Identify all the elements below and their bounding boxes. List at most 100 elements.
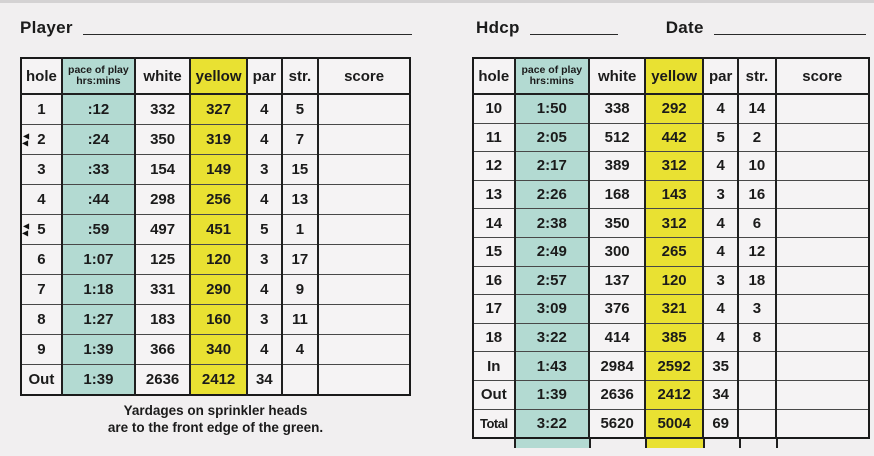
pace-cell: 2:49 (513, 236, 590, 267)
hole-row: ◀ ◀ 5:59 497 451 5 1 (21, 214, 410, 245)
str-value: 3 (752, 300, 762, 318)
date-label: Date (665, 18, 704, 37)
yellow-value: 321 (661, 300, 687, 318)
str-cell: 4 (280, 334, 319, 365)
score-cell (774, 322, 869, 352)
yellow-cell: 321 (644, 294, 704, 324)
str-value: 6 (752, 214, 762, 232)
yellow-value: 2412 (657, 386, 691, 404)
yellow-cell: 5004 (644, 408, 704, 439)
hole-cell: 3 (21, 154, 62, 185)
str-cell: 2 (737, 122, 776, 152)
player-writein-line (82, 33, 412, 35)
col-header-score: score (317, 58, 410, 95)
par-cell: 4 (702, 236, 739, 267)
summary-row: Total 3:22 5620 5004 69 (473, 408, 869, 439)
hole-cell: 16 (473, 265, 515, 295)
back-nine-table: hole pace of play hrs:mins white yellow … (472, 57, 870, 440)
date-writein-line (713, 33, 866, 35)
pace-cell: :59 (60, 214, 135, 245)
hole-cell: 14 (473, 208, 515, 238)
pace-cell: :24 (60, 124, 135, 155)
yellow-cell: 385 (644, 322, 704, 352)
str-cell: 14 (737, 93, 776, 124)
col-header-str: str. (280, 58, 319, 95)
white-value: 154 (150, 161, 176, 178)
yellow-value: 312 (661, 157, 687, 175)
hdcp-date-title-row: Hdcp Date (476, 18, 866, 38)
score-cell (317, 93, 410, 125)
hole-value: 17 (485, 300, 503, 318)
par-value: 3 (260, 251, 269, 268)
par-value: 5 (260, 221, 269, 238)
white-cell: 376 (588, 294, 646, 324)
back-nine-panel: hole pace of play hrs:mins white yellow … (472, 57, 870, 449)
yellow-value: 2412 (201, 371, 236, 388)
hole-row: 12 2:17 389 312 4 10 (473, 151, 869, 181)
white-cell: 125 (133, 244, 191, 275)
str-value: 17 (291, 251, 309, 268)
yellow-cell: 256 (189, 184, 247, 215)
white-cell: 5620 (588, 408, 646, 439)
col-header-white: white (588, 58, 646, 95)
hole-row: 15 2:49 300 265 4 12 (473, 236, 869, 267)
white-value: 376 (604, 300, 630, 318)
hole-value: 6 (37, 251, 46, 268)
pace-value: 1:50 (536, 100, 567, 118)
pace-value: :59 (87, 221, 110, 238)
pace-cell: :33 (60, 154, 135, 185)
pace-value: 1:43 (536, 357, 567, 375)
yellow-cell: 340 (189, 334, 247, 365)
white-cell: 137 (588, 265, 646, 295)
yellow-cell: 120 (189, 244, 247, 275)
str-cell: 6 (737, 208, 776, 238)
hole-row: 14 2:38 350 312 4 6 (473, 208, 869, 238)
col-header-hole: hole (21, 58, 62, 95)
white-cell: 497 (133, 214, 191, 245)
pace-value: 1:39 (83, 341, 114, 358)
score-cell (317, 304, 410, 335)
score-cell (774, 236, 869, 267)
yellow-cell: 143 (644, 179, 704, 209)
par-value: 5 (716, 128, 725, 146)
col-header-pace: pace of play hrs:mins (513, 58, 590, 95)
str-cell: 15 (280, 154, 319, 185)
pace-cell: 3:22 (513, 408, 590, 439)
yellow-cell: 2592 (644, 351, 704, 381)
hole-cell: 7 (21, 274, 62, 305)
hole-cell: Out (21, 364, 62, 395)
yardage-note-line1: Yardages on sprinkler heads (123, 403, 308, 418)
par-cell: 4 (245, 124, 282, 155)
par-value: 4 (260, 131, 269, 148)
white-cell: 298 (133, 184, 191, 215)
white-cell: 2636 (133, 364, 191, 395)
yellow-value: 265 (661, 243, 687, 261)
str-value: 18 (748, 271, 766, 289)
par-value: 4 (716, 214, 725, 232)
score-cell (774, 351, 869, 381)
summary-row: Out 1:39 2636 2412 34 (473, 379, 869, 410)
hole-value: 7 (37, 281, 46, 298)
hole-row: 13 2:26 168 143 3 16 (473, 179, 869, 209)
yellow-cell: 2412 (644, 379, 704, 410)
str-cell: 9 (280, 274, 319, 305)
summary-row: In 1:43 2984 2592 35 (473, 351, 869, 381)
white-cell: 389 (588, 151, 646, 181)
hole-cell: 1 (21, 93, 62, 125)
pace-value: :33 (87, 161, 110, 178)
pace-value: 2:38 (536, 214, 567, 232)
yellow-value: 385 (661, 329, 687, 347)
header-row: hole pace of play hrs:mins white yellow … (473, 58, 869, 95)
pace-cell: 2:38 (513, 208, 590, 238)
white-cell: 300 (588, 236, 646, 267)
par-cell: 69 (702, 408, 739, 439)
hole-value: Out (28, 371, 55, 388)
yellow-value: 256 (206, 191, 232, 208)
str-value: 15 (291, 161, 309, 178)
str-cell: 7 (280, 124, 319, 155)
white-value: 137 (604, 271, 630, 289)
col-header-yellow: yellow (644, 58, 704, 95)
str-value: 4 (295, 341, 305, 358)
str-cell: 10 (737, 151, 776, 181)
hole-value: 13 (485, 186, 503, 204)
